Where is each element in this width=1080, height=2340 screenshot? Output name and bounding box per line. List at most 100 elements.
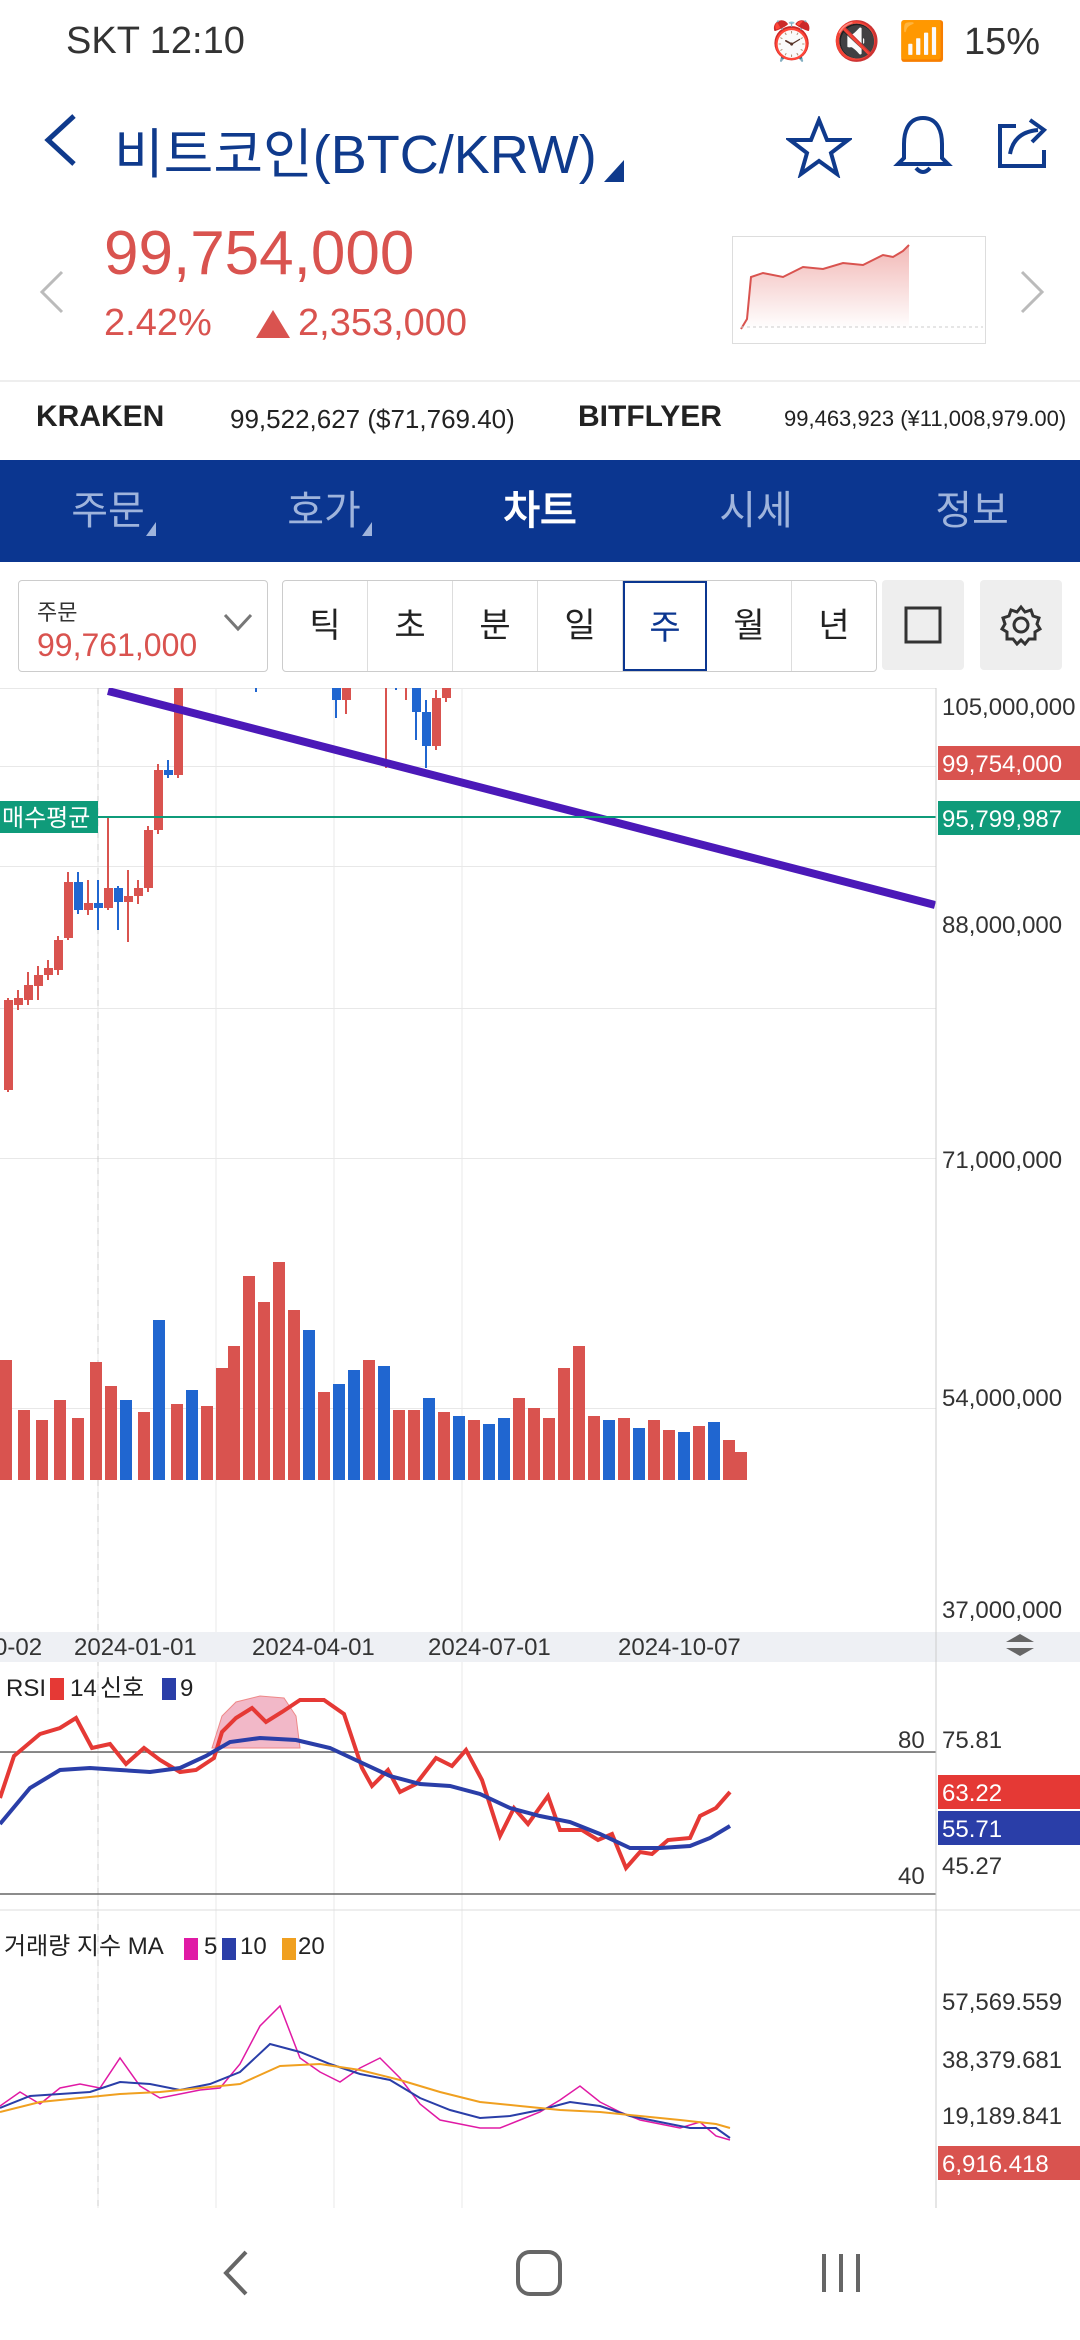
- volume-axis-1: 38,379.681: [942, 2047, 1062, 2074]
- page-title[interactable]: 비트코인(BTC/KRW): [114, 125, 597, 185]
- volume-bar: [258, 1302, 270, 1480]
- date-axis-bar: [0, 1632, 1080, 1662]
- date-tick-1: 2024-01-01: [74, 1634, 197, 1661]
- volume-bar: [216, 1368, 228, 1480]
- period-month[interactable]: 월: [707, 581, 792, 671]
- nav-home-icon[interactable]: [514, 2248, 564, 2298]
- order-price-select[interactable]: 주문 99,761,000: [18, 580, 268, 672]
- rsi-period: 14: [70, 1675, 97, 1702]
- chevron-down-icon: [223, 613, 253, 632]
- volume-bar: [603, 1420, 615, 1480]
- status-icons: ⏰ 🔇 📶 15%: [768, 20, 1040, 64]
- nav-recents-icon[interactable]: [818, 2248, 864, 2298]
- volume-bar: [201, 1406, 213, 1480]
- volume-bar: [453, 1416, 465, 1480]
- candlestick-chart[interactable]: 매수평균 95,799,987 99,754,000 105,000,000 8…: [0, 688, 1080, 2208]
- candle-body: [104, 888, 113, 908]
- avg-buy-label: 매수평균: [2, 805, 90, 832]
- candle-body: [54, 940, 63, 970]
- rsi-axis-0: 75.81: [942, 1727, 1002, 1754]
- candle-body: [14, 998, 23, 1005]
- volume-bar: [633, 1428, 645, 1480]
- back-icon[interactable]: [40, 112, 84, 168]
- next-arrow-icon[interactable]: [1018, 270, 1046, 314]
- trend-line: [106, 688, 937, 909]
- price-tick-2: 71,000,000: [942, 1147, 1062, 1174]
- star-icon[interactable]: [786, 116, 852, 178]
- volume-bar: [408, 1410, 420, 1480]
- period-day[interactable]: 일: [538, 581, 623, 671]
- period-minute[interactable]: 분: [453, 581, 538, 671]
- bell-icon[interactable]: [892, 112, 954, 178]
- volume-bar: [618, 1418, 630, 1480]
- battery-text: 15%: [963, 20, 1040, 63]
- volume-bar: [333, 1384, 345, 1480]
- volume-bar: [573, 1346, 585, 1480]
- price-tick-0: 105,000,000: [942, 694, 1075, 721]
- volume-bar: [708, 1422, 720, 1480]
- volume-bar: [18, 1410, 30, 1480]
- candle-body: [84, 903, 93, 910]
- price-tick-3: 54,000,000: [942, 1385, 1062, 1412]
- rsi-axis-1: 45.27: [942, 1853, 1002, 1880]
- candle-body: [332, 688, 341, 700]
- date-tick-4: 2024-10-07: [618, 1634, 741, 1661]
- candle-body: [164, 770, 173, 775]
- volume-bar: [498, 1418, 510, 1480]
- period-second[interactable]: 초: [368, 581, 453, 671]
- period-tick[interactable]: 틱: [283, 581, 368, 671]
- volume-bar: [558, 1368, 570, 1480]
- alarm-icon: ⏰: [767, 21, 816, 63]
- tab-chart[interactable]: 차트: [503, 489, 577, 533]
- bitflyer-label: BITFLYER: [578, 400, 722, 433]
- tab-order[interactable]: 주문: [0, 460, 216, 562]
- price-tick-4: 37,000,000: [942, 1597, 1062, 1624]
- title-dropdown-icon[interactable]: [604, 160, 624, 182]
- up-triangle-icon: [256, 310, 290, 338]
- volume-bar: [318, 1392, 330, 1480]
- volume-ma-3: 20: [298, 1933, 325, 1960]
- candle-body: [144, 830, 153, 888]
- period-week[interactable]: 주: [623, 581, 707, 671]
- bitflyer-value: 99,463,923 (¥11,008,979.00): [784, 406, 1067, 431]
- resize-handle-icon[interactable]: [1006, 1634, 1034, 1656]
- prev-arrow-icon[interactable]: [38, 270, 66, 314]
- tab-quotes[interactable]: 시세: [719, 489, 793, 533]
- volume-bar: [438, 1412, 450, 1480]
- candle-body: [342, 688, 351, 700]
- rsi-level-40: 40: [898, 1863, 925, 1890]
- volume-axis-0: 57,569.559: [942, 1989, 1062, 2016]
- candle-body: [442, 688, 451, 698]
- main-tabs: 주문 호가 차트 시세 정보: [0, 460, 1080, 562]
- settings-button[interactable]: [980, 580, 1062, 670]
- volume-bar: [678, 1432, 690, 1480]
- volume-current: 6,916.418: [942, 2151, 1049, 2178]
- volume-bar: [588, 1416, 600, 1480]
- nav-back-icon[interactable]: [220, 2248, 250, 2298]
- mini-sparkline[interactable]: [732, 236, 986, 344]
- wifi-icon: 📶: [898, 21, 946, 63]
- kraken-label: KRAKEN: [36, 400, 165, 433]
- volume-bar: [735, 1452, 747, 1480]
- volume-bar: [483, 1424, 495, 1480]
- period-year[interactable]: 년: [818, 607, 850, 645]
- volume-bar: [120, 1400, 132, 1480]
- date-tick-3: 2024-07-01: [428, 1634, 551, 1661]
- volume-bar: [363, 1360, 375, 1480]
- volume-ma-1: 5: [204, 1933, 217, 1960]
- date-tick-2: 2024-04-01: [252, 1634, 375, 1661]
- tab-orderbook[interactable]: 호가: [216, 460, 432, 562]
- candle-body: [24, 985, 33, 1000]
- draw-tool-button[interactable]: [882, 580, 964, 670]
- candle-body: [64, 882, 73, 938]
- candle-body: [114, 888, 123, 902]
- volume-bar: [105, 1386, 117, 1480]
- volume-bar: [423, 1398, 435, 1480]
- share-icon[interactable]: [994, 112, 1054, 172]
- candle-body: [4, 1000, 13, 1090]
- rsi-value: 63.22: [942, 1780, 1002, 1807]
- tab-info[interactable]: 정보: [935, 489, 1009, 533]
- candle-body: [44, 968, 53, 975]
- date-tick-0: 0-02: [0, 1634, 42, 1661]
- volume-bar: [648, 1420, 660, 1480]
